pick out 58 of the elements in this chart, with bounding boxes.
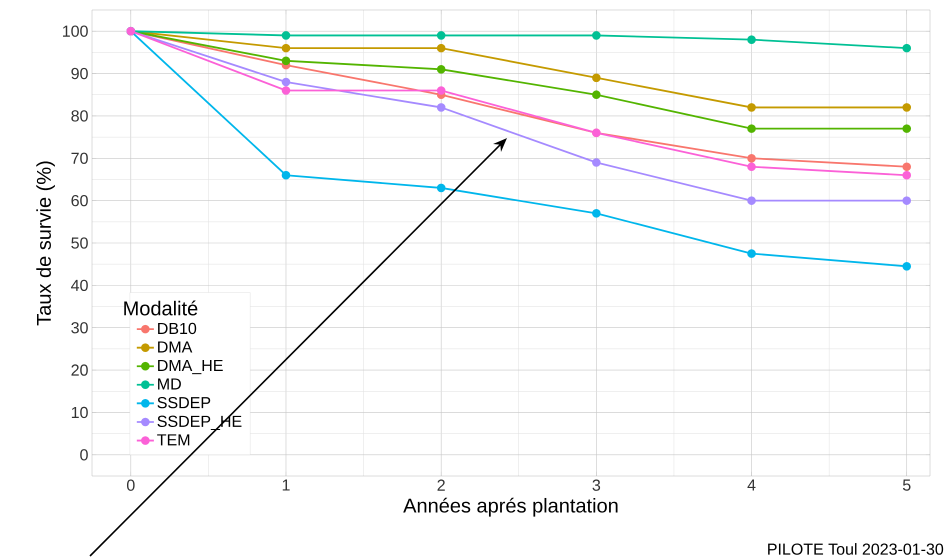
point (282, 44, 290, 52)
point (902, 170, 912, 180)
point (902, 103, 912, 112)
legend-label: DMA (158, 341, 192, 352)
legend-label: DMA_HE (158, 360, 223, 374)
x-tick-label: 0 (126, 480, 135, 491)
point (747, 249, 756, 258)
point (902, 196, 912, 205)
point (747, 162, 756, 172)
y-tick-label: 90 (71, 68, 88, 80)
point (592, 209, 601, 218)
point (436, 86, 446, 95)
point (282, 31, 290, 40)
y-tick-label: 70 (71, 152, 88, 164)
text: PILOTE Toul 2023-01-30 (768, 543, 944, 555)
point (747, 124, 756, 133)
x-axis-title: Années aprés plantation (403, 498, 618, 517)
x-tick-label: 4 (747, 480, 756, 491)
point (747, 103, 756, 112)
legend-label: TEM (157, 434, 190, 446)
y-tick-label: 10 (72, 406, 88, 418)
legend-label: SSDEP (158, 396, 210, 408)
legend-label: MD (158, 378, 181, 390)
legend-title: Modalité (124, 300, 198, 316)
point (282, 170, 290, 180)
y-tick-label: 0 (80, 449, 88, 460)
point (592, 90, 601, 100)
y-tick-label: 100 (63, 26, 88, 37)
point (436, 103, 446, 112)
point (902, 124, 912, 133)
point (747, 35, 756, 44)
point (436, 44, 446, 52)
point (282, 78, 290, 86)
point (436, 184, 446, 192)
y-tick-label: 80 (71, 110, 88, 122)
x-tick-label: 5 (902, 480, 910, 491)
legend-label: DB10 (158, 322, 196, 334)
point (902, 162, 912, 172)
point (436, 31, 446, 40)
point (747, 154, 756, 163)
x-tick-label: 1 (282, 480, 290, 491)
point (902, 262, 912, 271)
y-tick-label: 50 (71, 237, 88, 249)
point (282, 56, 290, 66)
y-tick-label: 20 (71, 364, 88, 376)
point (282, 86, 290, 95)
point (592, 158, 601, 167)
y-tick-label: 30 (71, 322, 88, 334)
y-tick-label: 40 (71, 280, 88, 292)
y-tick-label: 60 (71, 194, 88, 206)
point (592, 31, 601, 40)
point (592, 73, 601, 82)
x-tick-label: 2 (438, 480, 445, 491)
x-tick-label: 3 (592, 480, 600, 491)
point (902, 44, 912, 52)
y-axis-title: Taux de survie (%) (36, 161, 55, 326)
point (436, 65, 446, 74)
point (747, 196, 756, 205)
